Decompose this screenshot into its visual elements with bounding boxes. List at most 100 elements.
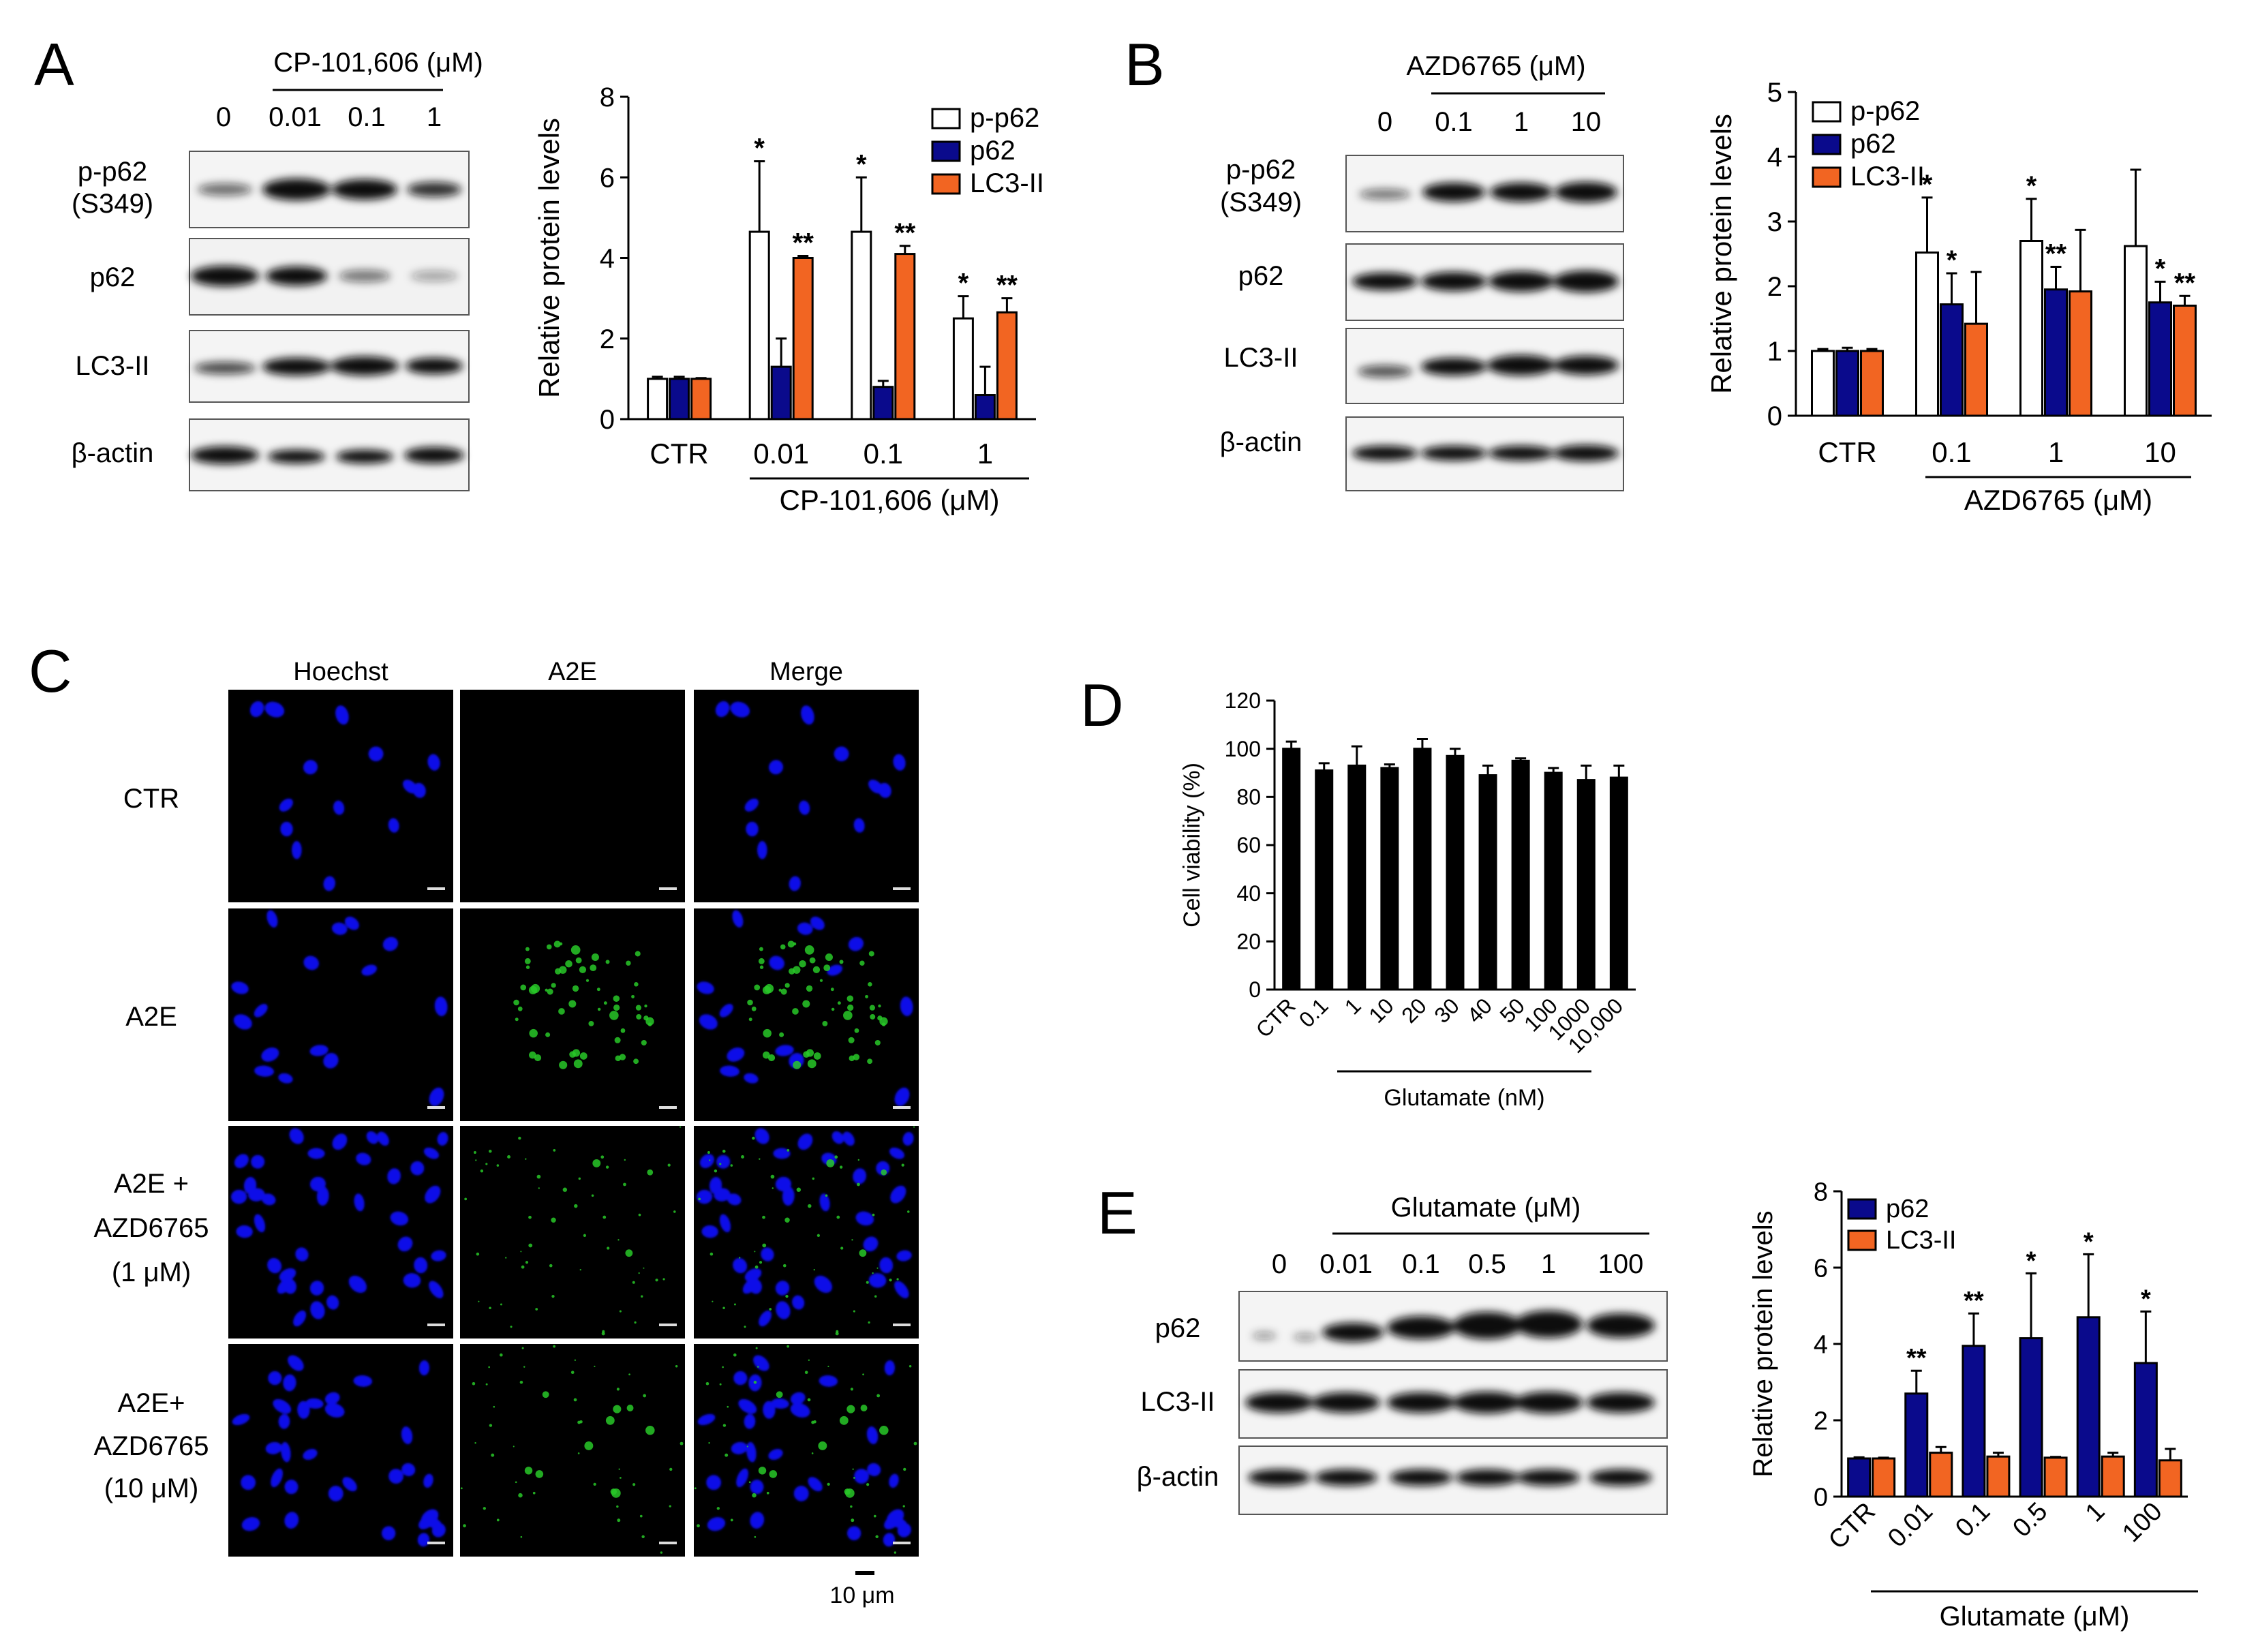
y-tick-label: 80 — [1236, 785, 1261, 810]
blot-band — [404, 447, 464, 463]
bar — [770, 365, 792, 420]
a2e-spot — [836, 1215, 840, 1219]
a2e-spot — [825, 1194, 828, 1197]
tile-scale-bar — [893, 887, 911, 890]
blot-a-row-label: β-actin — [72, 438, 154, 468]
blot-band — [1315, 1469, 1377, 1486]
blot-band — [1453, 1392, 1521, 1413]
blot-e-lane-label: 0.5 — [1468, 1249, 1506, 1279]
a2e-spot — [673, 1210, 676, 1213]
blot-band — [194, 362, 256, 374]
nucleus — [797, 1133, 813, 1150]
a2e-spot — [485, 1163, 488, 1165]
nucleus — [261, 1047, 279, 1062]
nucleus — [265, 1441, 282, 1454]
x-axis-label: AZD6765 (μM) — [1964, 484, 2152, 516]
y-axis-label: Relative protein levels — [1748, 1210, 1778, 1477]
a2e-spot — [840, 1246, 844, 1250]
nucleus — [425, 1185, 441, 1204]
blot-band — [1421, 446, 1486, 461]
nucleus — [429, 1087, 444, 1106]
a2e-spot — [577, 1452, 580, 1454]
blot-band — [1490, 183, 1553, 202]
a2e-spot — [634, 1321, 637, 1324]
nucleus — [884, 1360, 896, 1376]
blot-a-treatment: CP-101,606 (μM) — [273, 48, 483, 78]
bar — [952, 317, 974, 420]
bar — [1576, 779, 1596, 991]
nucleus — [241, 1475, 256, 1490]
a2e-spot — [605, 1165, 609, 1169]
nucleus — [284, 1512, 299, 1529]
a2e-spot — [839, 1416, 849, 1425]
bar — [2069, 290, 2092, 417]
nucleus — [754, 1128, 769, 1144]
blot-band — [1587, 1392, 1655, 1413]
nucleus — [303, 1448, 318, 1460]
y-tick-label: 0 — [1814, 1483, 1828, 1512]
a2e-spot — [741, 1154, 744, 1159]
a2e-spot — [491, 1453, 495, 1457]
panel-letter-a: A — [34, 31, 74, 98]
blot-e-lane-label: 0.01 — [1319, 1249, 1373, 1279]
micro-row-label: A2E + — [114, 1169, 189, 1199]
blot-band — [1293, 1333, 1317, 1341]
blot-band — [1248, 1469, 1311, 1486]
nucleus — [353, 1375, 373, 1387]
blot-band — [331, 356, 399, 376]
legend-swatch — [931, 140, 961, 162]
nucleus — [867, 1463, 881, 1476]
a2e-spot — [591, 1194, 594, 1197]
a2e-spot — [525, 965, 530, 969]
a2e-spot — [624, 1159, 626, 1161]
a2e-spot — [714, 1169, 718, 1173]
a2e-spot — [515, 1018, 519, 1022]
blot-band — [1456, 1469, 1519, 1486]
a2e-spot — [488, 1366, 490, 1368]
nucleus — [309, 1176, 326, 1192]
a2e-spot — [770, 1174, 775, 1179]
nuclei — [697, 1355, 911, 1547]
a2e-spot — [857, 1182, 860, 1187]
a2e-spot — [513, 1446, 515, 1448]
blot-band — [1387, 1392, 1455, 1413]
a2e-spot — [759, 947, 763, 951]
a2e-spot — [530, 983, 540, 994]
a2e-spot — [570, 945, 581, 955]
legend-label: p-p62 — [970, 103, 1039, 133]
a2e-spot — [641, 1535, 645, 1538]
x-tick-label: 100 — [2117, 1497, 2168, 1548]
x-tick-label: 30 — [1429, 993, 1464, 1028]
bar — [1964, 322, 1988, 417]
significance-star: * — [754, 134, 765, 164]
nucleus — [848, 936, 864, 951]
tile-scale-bar — [893, 1324, 911, 1326]
a2e-spot — [528, 1215, 532, 1219]
a2e-spot — [525, 1158, 527, 1160]
a2e-spot — [853, 1477, 855, 1479]
a2e-spot — [553, 1345, 555, 1348]
a2e-spot — [596, 988, 600, 992]
a2e-spot — [909, 1364, 912, 1368]
a2e-spot — [744, 1326, 746, 1328]
a2e-spot — [843, 1011, 853, 1020]
nucleus — [846, 1526, 861, 1541]
a2e-spot — [878, 1004, 881, 1008]
a2e-spot — [872, 1213, 875, 1217]
a2e-spot — [617, 1239, 620, 1241]
nucleus — [414, 1257, 428, 1274]
a2e-spot — [592, 1159, 601, 1167]
a2e-spot — [836, 1330, 839, 1333]
legend-label: LC3-II — [970, 168, 1044, 198]
a2e-spot — [505, 1257, 507, 1259]
a2e-spot — [719, 1383, 722, 1386]
a2e-spot — [475, 1159, 477, 1161]
x-tick-label: 0.5 — [2007, 1497, 2053, 1543]
nucleus — [401, 1426, 413, 1445]
nucleus — [810, 916, 825, 930]
a2e-spot — [613, 1405, 622, 1413]
a2e-spot — [913, 1441, 917, 1446]
significance-star: * — [1922, 170, 1933, 200]
a2e-spot — [617, 1518, 621, 1523]
